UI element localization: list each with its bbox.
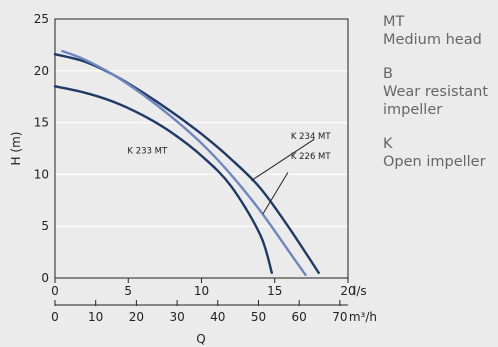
y-tick-labels: 0 5 10 15 20 25 [34, 12, 49, 285]
x-tick-label: 15 [267, 284, 282, 298]
legend-code: K [383, 136, 393, 152]
x2-tick-label: 40 [210, 310, 225, 324]
x2-tick-label: 30 [169, 310, 184, 324]
x2-tick-label: 20 [129, 310, 144, 324]
legend-desc: Medium head [383, 32, 482, 48]
x2-tick-label: 60 [292, 310, 307, 324]
curve-k-226-mt [61, 49, 307, 277]
legend-group-k: K Open impeller [383, 135, 498, 171]
x-axis-secondary: 0 10 20 30 40 50 60 70 m³/h [51, 300, 377, 324]
x-axis-primary: 0 5 10 15 20l/s [51, 278, 367, 298]
x2-tick-label: 70 [332, 310, 347, 324]
curve-label: K 233 MT [127, 147, 168, 157]
x-tick-label: 20 [340, 284, 355, 298]
x-tick-label: 0 [51, 284, 59, 298]
curve-group [53, 49, 320, 277]
leader-line [251, 138, 315, 182]
y-tick-label: 20 [34, 64, 49, 78]
leader-line [262, 172, 289, 215]
x-tick-label: 5 [124, 284, 132, 298]
grid-lines [55, 70, 348, 227]
x2-tick-label: 10 [88, 310, 103, 324]
y-tick-label: 10 [34, 167, 49, 181]
x-unit-label: l/s [353, 284, 367, 298]
plot-frame [54, 18, 349, 279]
curve-k-234-mt [53, 53, 320, 275]
x2-tick-label: 50 [251, 310, 266, 324]
x2-tick-label: 0 [51, 310, 59, 324]
x-tick-label: 10 [194, 284, 209, 298]
x-axis-label: Q [196, 332, 205, 346]
legend-code: MT [383, 14, 405, 30]
y-tick-label: 15 [34, 116, 49, 130]
y-tick-label: 25 [34, 12, 49, 26]
curve-k-233-mt [53, 85, 274, 275]
y-axis-label: H (m) [9, 132, 23, 166]
legend-group-b: B Wear resistant impeller [383, 65, 498, 119]
legend-desc: Open impeller [383, 154, 486, 170]
callout-group: K 233 MT K 234 MT K 226 MT [127, 132, 332, 215]
legend-desc: Wear resistant impeller [383, 84, 489, 118]
curve-label: K 234 MT [291, 132, 332, 142]
y-tick-label: 0 [41, 271, 49, 285]
x2-unit-label: m³/h [349, 310, 377, 324]
legend-code: B [383, 66, 393, 82]
legend-group-mt: MT Medium head [383, 13, 498, 49]
legend: MT Medium head B Wear resistant impeller… [383, 13, 498, 187]
curve-label: K 226 MT [291, 152, 332, 162]
y-tick-label: 5 [41, 219, 49, 233]
